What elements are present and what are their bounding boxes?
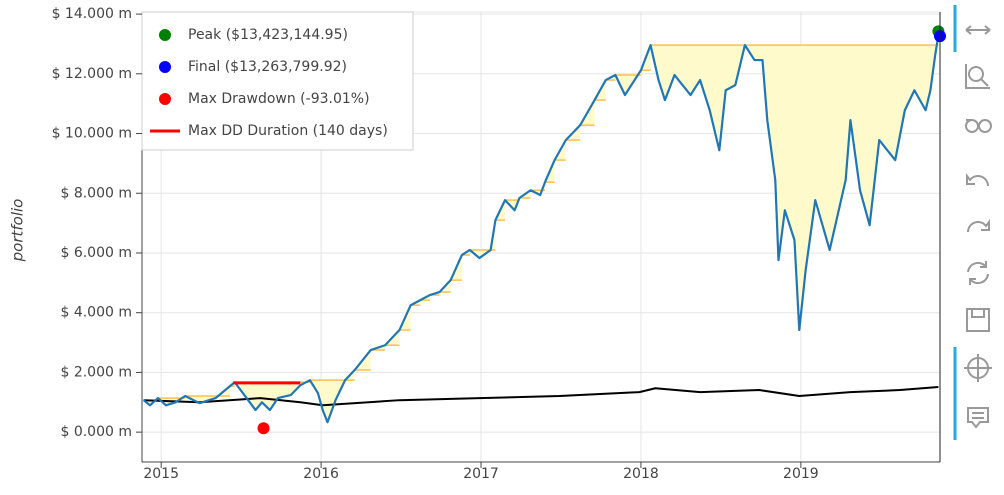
y-tick-label: $ 0.000 m <box>60 424 132 440</box>
redo-tool[interactable] <box>967 219 990 233</box>
legend-label: Peak ($13,423,144.95) <box>188 27 348 43</box>
drawdown-area <box>744 34 939 331</box>
data <box>142 25 946 435</box>
y-tick-label: $ 6.000 m <box>60 245 132 261</box>
marker <box>257 422 270 435</box>
drawdown-area <box>505 198 520 211</box>
drawdown-area <box>143 398 158 406</box>
y-tick-label: $ 14.000 m <box>52 6 132 22</box>
drawdown-area <box>615 70 641 96</box>
legend-label: Max Drawdown (-93.01%) <box>188 91 370 107</box>
legend-marker <box>159 61 171 73</box>
legend-label: Max DD Duration (140 days) <box>188 123 388 139</box>
legend-marker <box>159 29 171 41</box>
drawdown-area <box>234 380 310 411</box>
crosshair-tool[interactable] <box>964 354 992 382</box>
legend-box <box>141 11 414 151</box>
x-tick-label: 2017 <box>463 466 499 482</box>
wheel-zoom-tool[interactable] <box>965 119 992 133</box>
x-tick-label: 2015 <box>143 466 179 482</box>
pan-tool[interactable] <box>965 25 991 35</box>
legend: Peak ($13,423,144.95) Final ($13,263,799.… <box>141 11 414 151</box>
toolbar <box>953 5 992 440</box>
save-tool[interactable] <box>966 308 990 332</box>
drawdown-area <box>469 249 491 259</box>
equity-line <box>142 34 940 424</box>
zoom-tool[interactable] <box>965 64 990 89</box>
drawdown-area <box>185 386 230 404</box>
y-tick-label: $ 8.000 m <box>60 185 132 201</box>
legend-label: Final ($13,263,799.92) <box>188 59 347 75</box>
y-tick-label: $ 2.000 m <box>60 364 132 380</box>
x-tick-label: 2018 <box>623 466 659 482</box>
x-tick-label: 2019 <box>783 466 819 482</box>
hover-tool[interactable] <box>967 407 989 429</box>
y-tick-label: $ 4.000 m <box>60 305 132 321</box>
y-tick-label: $ 10.000 m <box>52 126 132 142</box>
x-tick-label: 2016 <box>303 466 339 482</box>
y-axis-label: portfolio <box>9 199 27 263</box>
y-tick-label: $ 12.000 m <box>52 66 132 82</box>
legend-marker <box>159 93 171 105</box>
reset-tool[interactable] <box>967 261 989 285</box>
buy-hold-line <box>143 386 939 407</box>
drawdown-area <box>309 380 346 423</box>
undo-tool[interactable] <box>966 173 989 187</box>
